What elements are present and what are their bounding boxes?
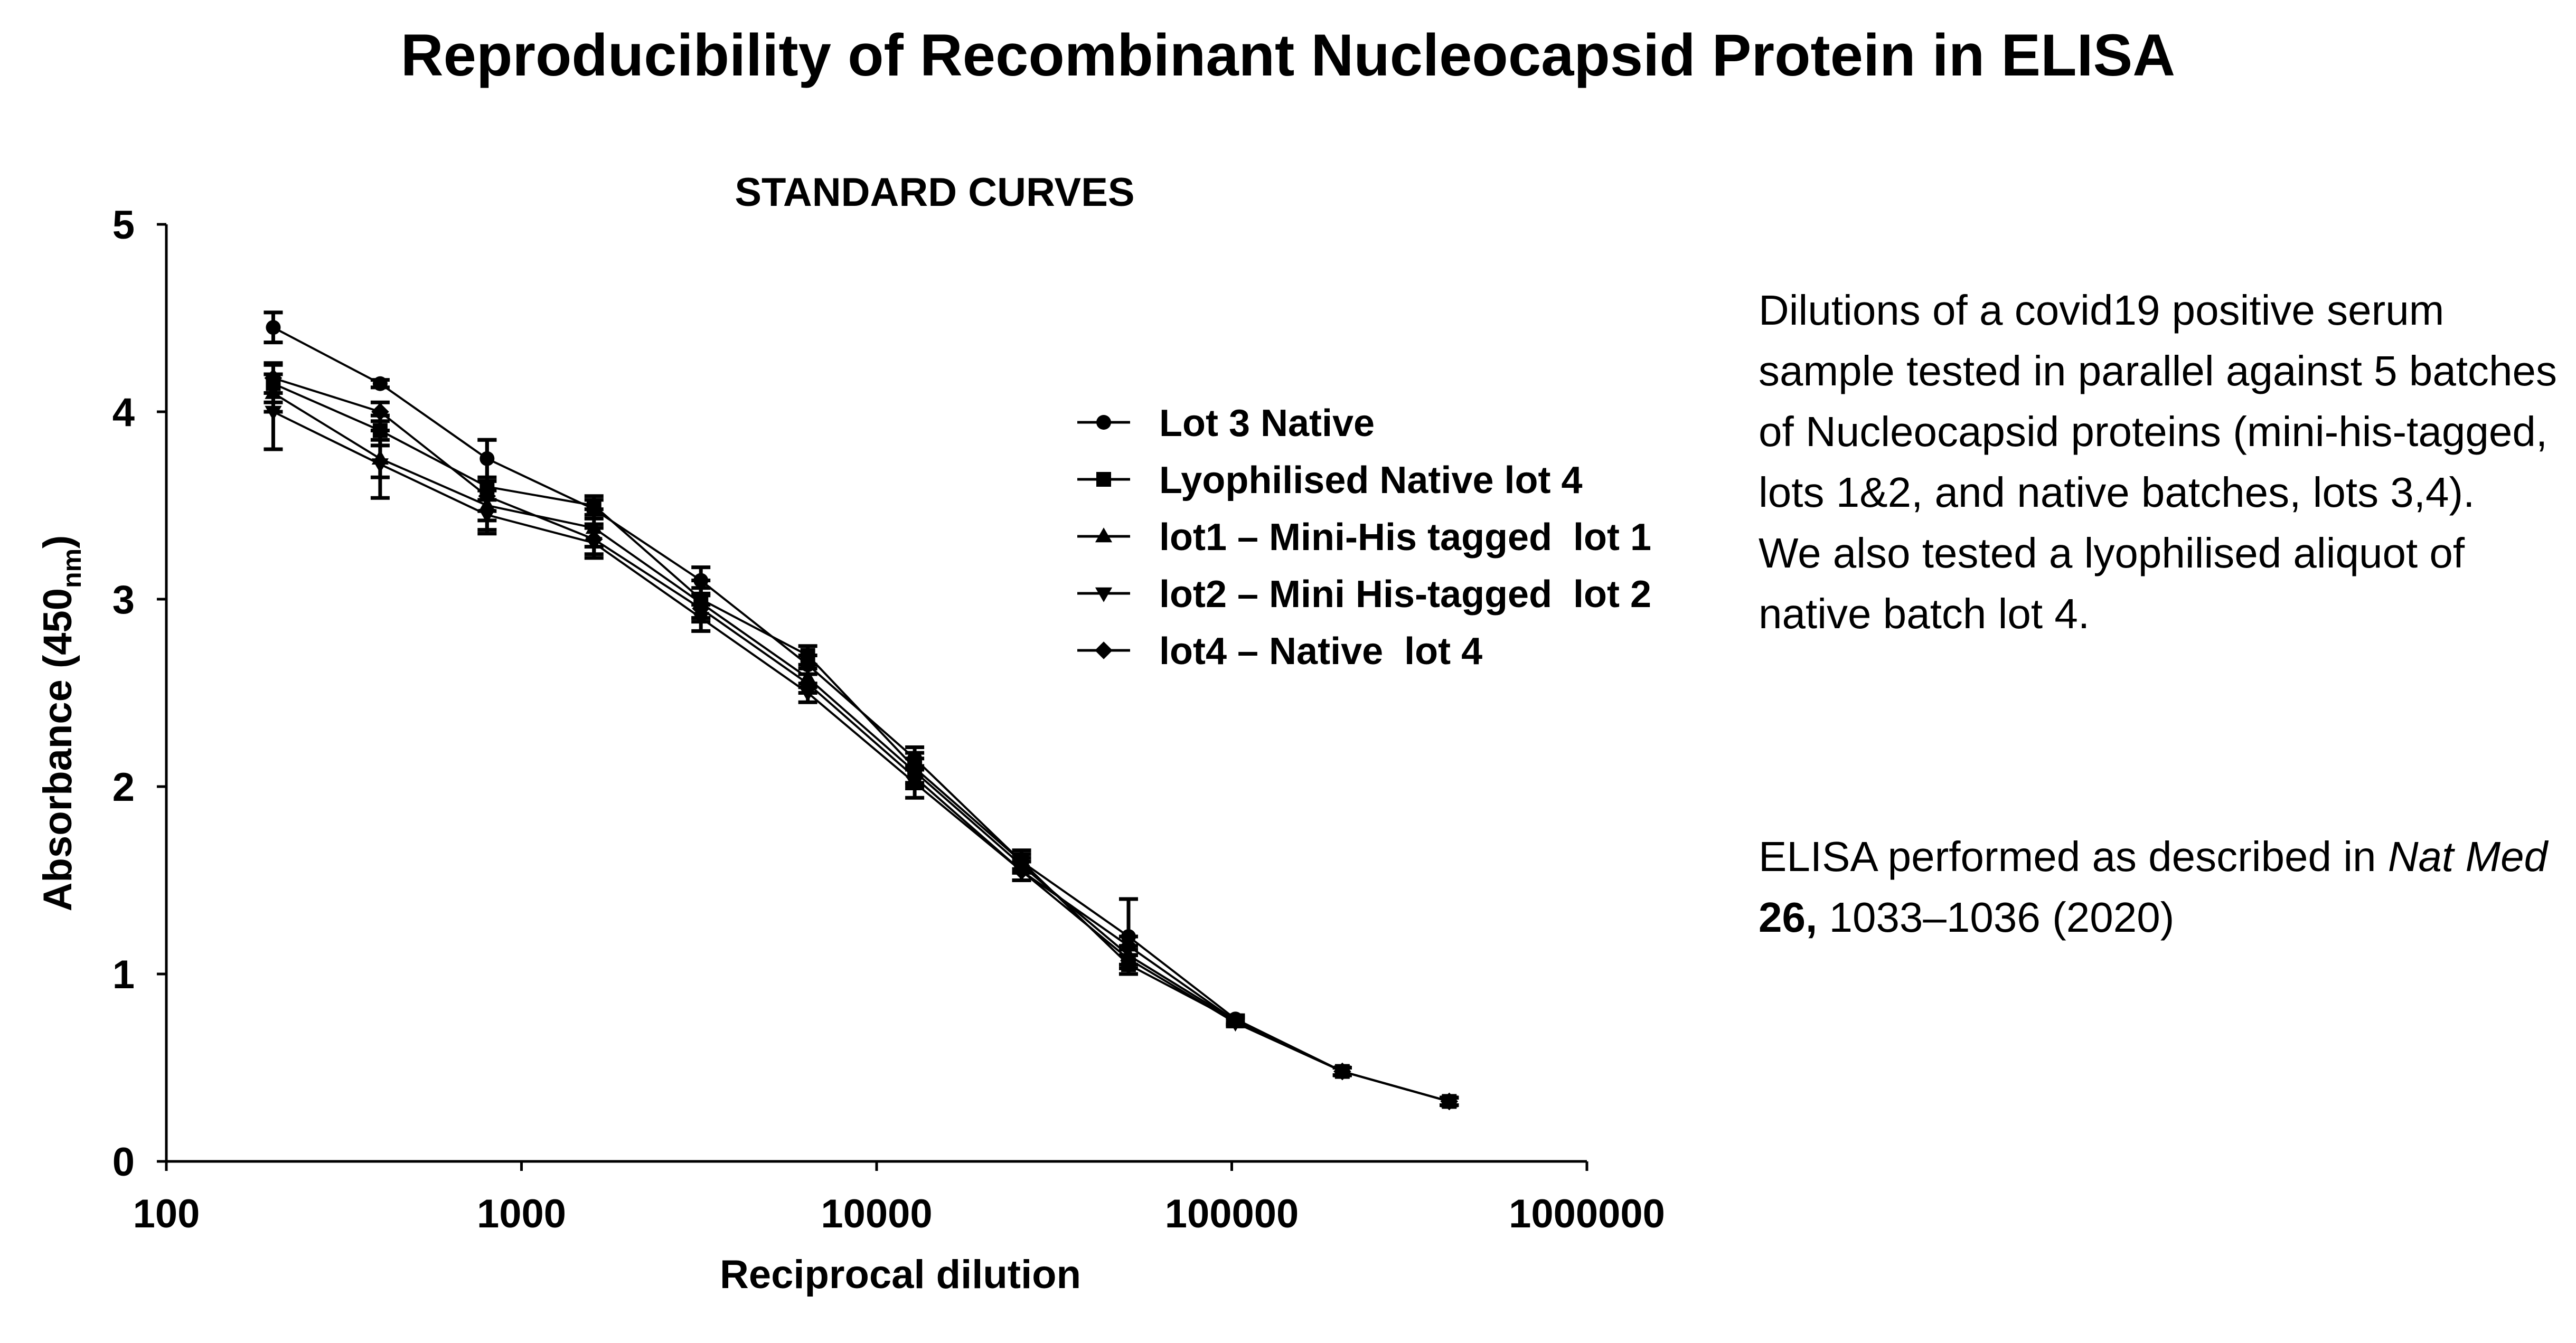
data-point-series-3 — [585, 519, 603, 534]
x-tick-label: 10000 — [821, 1191, 932, 1236]
data-point-series-1 — [480, 451, 495, 466]
data-point-series-5 — [585, 530, 603, 548]
data-point-series-5 — [1120, 937, 1137, 955]
description-text: Dilutions of a covid19 positive serum sa… — [1759, 280, 2561, 644]
data-point-series-4 — [265, 405, 282, 421]
data-point-series-3 — [265, 384, 282, 399]
data-point-series-4 — [1120, 953, 1137, 968]
data-point-series-1 — [1121, 929, 1136, 944]
legend-marker — [1096, 415, 1111, 430]
data-point-series-1 — [372, 376, 388, 391]
chart-axes: 100 1000 10000 100000 1000000 0 1 2 3 4 5 — [112, 203, 1665, 1236]
legend-label: lot2 – Mini His-tagged lot 2 — [1159, 573, 1651, 616]
y-axis-label-subscript: nm — [57, 548, 87, 588]
legend-marker — [1095, 587, 1113, 602]
legend-label: lot1 – Mini-His tagged lot 1 — [1159, 516, 1651, 559]
data-point-series-5 — [798, 674, 817, 693]
data-point-series-2 — [800, 648, 815, 663]
data-point-series-5 — [1226, 1011, 1245, 1030]
y-axis-label: Absorbance (450nm) — [35, 535, 87, 912]
description-paragraph-1: Dilutions of a covid19 positive serum sa… — [1759, 287, 2558, 516]
legend-label: lot4 – Native lot 4 — [1159, 630, 1482, 673]
data-point-series-4 — [692, 612, 710, 627]
page-title: Reproducibility of Recombinant Nucleocap… — [400, 22, 2176, 88]
y-tick-label: 3 — [112, 578, 135, 622]
data-point-series-4 — [371, 458, 389, 474]
reference-prefix: ELISA performed as described in — [1759, 833, 2388, 880]
x-tick-label: 100 — [133, 1191, 200, 1236]
reference-volume: 26, — [1759, 894, 1818, 941]
data-point-series-5 — [264, 369, 283, 387]
y-axis-label-end: ) — [35, 535, 80, 548]
data-point-series-2 — [586, 498, 601, 513]
x-tick-label: 100000 — [1165, 1191, 1299, 1236]
y-axis-label-main: Absorbance (450 — [35, 588, 80, 911]
y-tick-label: 2 — [112, 765, 135, 810]
y-tick-label: 1 — [112, 952, 135, 997]
y-tick-label: 0 — [112, 1140, 135, 1185]
data-point-series-1 — [266, 320, 281, 335]
data-markers — [264, 320, 1459, 1111]
legend-marker — [1095, 527, 1113, 543]
data-point-series-1 — [693, 573, 709, 588]
chart-title: STANDARD CURVES — [735, 170, 1134, 215]
data-point-series-5 — [371, 403, 389, 421]
series-lines — [272, 326, 1450, 1103]
series-line-4 — [272, 411, 1450, 1103]
reference-journal: Nat Med — [2387, 833, 2548, 880]
legend-label: Lyophilised Native lot 4 — [1159, 459, 1583, 502]
data-point-series-5 — [478, 487, 496, 505]
x-tick-label: 1000000 — [1509, 1191, 1665, 1236]
data-point-series-5 — [1333, 1062, 1351, 1081]
reference-text: ELISA performed as described in Nat Med … — [1759, 826, 2561, 948]
description-paragraph-2: We also tested a lyophilised aliquot of … — [1759, 529, 2465, 637]
y-tick-label: 5 — [112, 203, 135, 248]
y-tick-label: 4 — [112, 390, 135, 435]
legend-marker — [1096, 472, 1111, 487]
chart-legend: Lot 3 Native Lyophilised Native lot 4 lot1… — [1077, 402, 1651, 673]
series-line-5 — [272, 377, 1450, 1103]
data-point-series-2 — [372, 423, 388, 438]
data-point-series-5 — [906, 768, 924, 787]
x-axis-label: Reciprocal dilution — [720, 1252, 1081, 1297]
data-point-series-5 — [1440, 1092, 1459, 1111]
data-point-series-5 — [692, 599, 710, 618]
data-point-series-5 — [1012, 862, 1031, 880]
data-point-series-4 — [799, 687, 816, 702]
x-tick-label: 1000 — [477, 1191, 566, 1236]
legend-marker — [1095, 641, 1113, 659]
legend-label: Lot 3 Native — [1159, 402, 1375, 444]
data-point-series-4 — [478, 509, 496, 524]
reference-pages: 1033–1036 (2020) — [1829, 894, 2175, 941]
